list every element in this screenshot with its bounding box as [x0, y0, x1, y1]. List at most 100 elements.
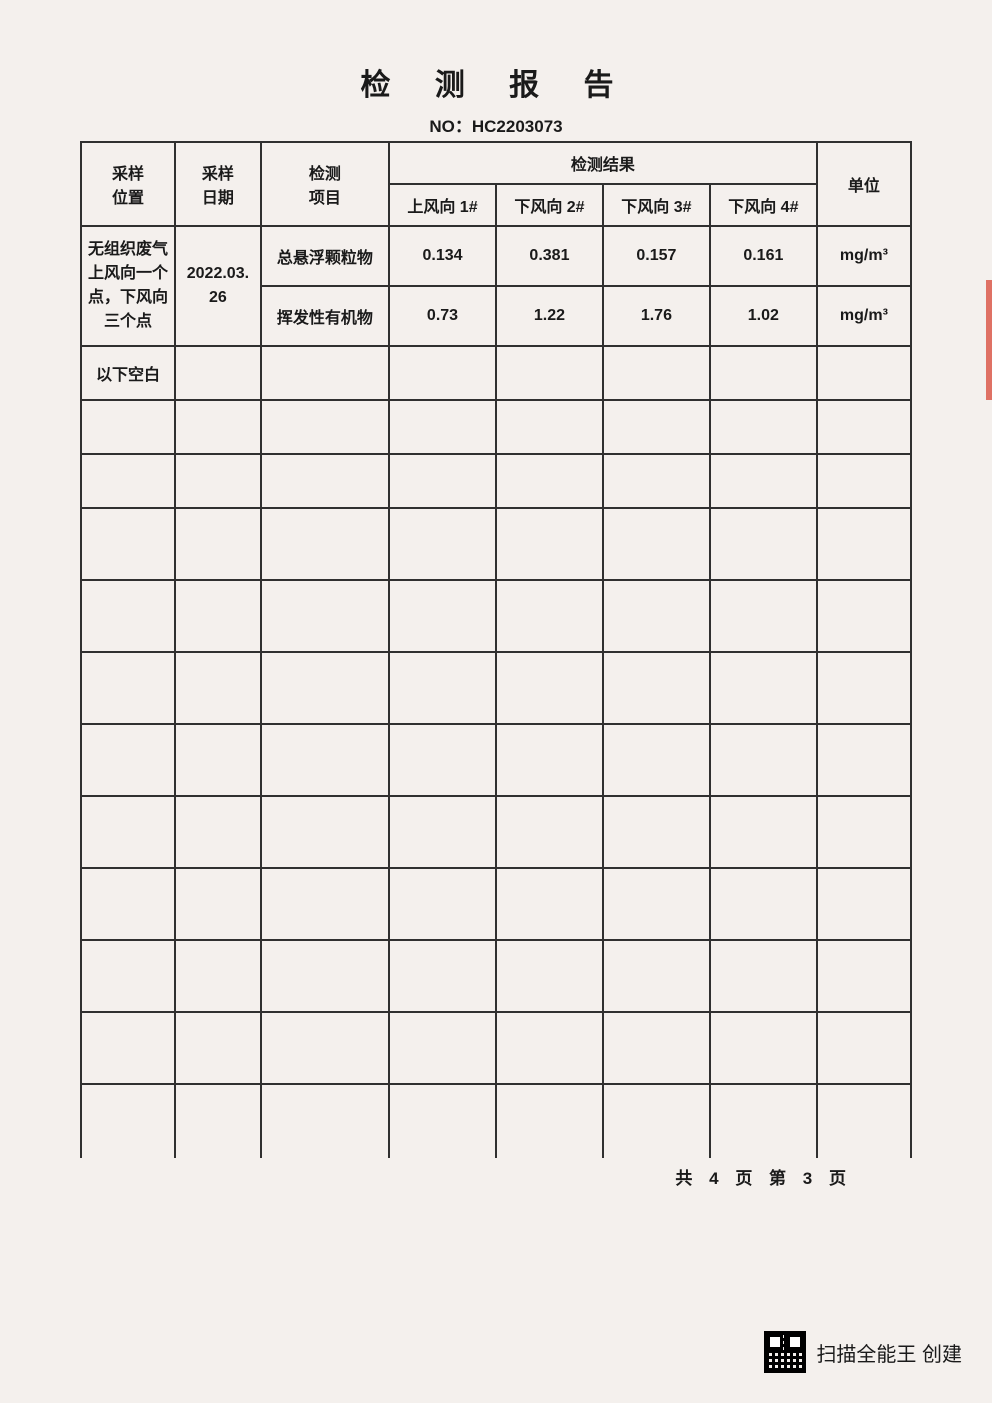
blank-cell	[389, 940, 496, 1012]
blank-cell	[496, 940, 603, 1012]
cell-val-0-1: 0.381	[496, 226, 603, 286]
blank-cell	[389, 1084, 496, 1158]
blank-cell	[710, 1012, 817, 1084]
blank-cell	[603, 454, 710, 508]
blank-cell	[175, 508, 261, 580]
blank-cell	[81, 940, 175, 1012]
blank-cell	[710, 346, 817, 400]
blank-cell	[175, 1084, 261, 1158]
blank-cell	[175, 940, 261, 1012]
blank-cell	[496, 400, 603, 454]
cell-val-1-0: 0.73	[389, 286, 496, 346]
blank-cell	[389, 400, 496, 454]
scan-app-footer: 扫描全能王 创建	[764, 1331, 962, 1373]
blank-cell	[175, 652, 261, 724]
blank-cell	[175, 346, 261, 400]
blank-cell	[261, 652, 389, 724]
blank-cell	[496, 454, 603, 508]
cell-val-1-1: 1.22	[496, 286, 603, 346]
blank-cell	[603, 400, 710, 454]
report-no-value: HC2203073	[472, 117, 563, 136]
cell-val-0-2: 0.157	[603, 226, 710, 286]
header-result-col-2: 下风向 3#	[603, 184, 710, 226]
blank-cell	[389, 652, 496, 724]
blank-cell	[81, 724, 175, 796]
blank-cell	[817, 580, 911, 652]
blank-cell	[496, 724, 603, 796]
blank-cell	[389, 580, 496, 652]
blank-cell	[81, 652, 175, 724]
blank-cell	[817, 346, 911, 400]
blank-cell	[175, 796, 261, 868]
blank-cell	[81, 1084, 175, 1158]
cell-val-1-2: 1.76	[603, 286, 710, 346]
blank-cell	[817, 1084, 911, 1158]
blank-cell	[496, 508, 603, 580]
blank-cell	[496, 652, 603, 724]
blank-cell	[603, 724, 710, 796]
blank-cell	[817, 940, 911, 1012]
header-result-col-1: 下风向 2#	[496, 184, 603, 226]
blank-cell	[261, 508, 389, 580]
blank-cell	[261, 346, 389, 400]
cell-date: 2022.03.26	[175, 226, 261, 346]
blank-cell	[496, 1084, 603, 1158]
blank-cell	[496, 796, 603, 868]
blank-cell	[710, 940, 817, 1012]
blank-cell	[603, 1084, 710, 1158]
header-test-item: 检测项目	[261, 142, 389, 226]
pager-current: 3	[803, 1169, 818, 1188]
blank-cell	[389, 724, 496, 796]
blank-cell	[817, 796, 911, 868]
cell-unit-0: mg/m³	[817, 226, 911, 286]
blank-cell	[261, 1012, 389, 1084]
header-sampling-date: 采样日期	[175, 142, 261, 226]
blank-cell	[389, 346, 496, 400]
blank-cell	[817, 400, 911, 454]
blank-cell	[603, 580, 710, 652]
blank-cell	[496, 1012, 603, 1084]
blank-cell	[261, 580, 389, 652]
blank-cell	[81, 400, 175, 454]
pager-total: 4	[709, 1169, 724, 1188]
blank-cell	[261, 724, 389, 796]
blank-cell	[817, 868, 911, 940]
cell-item-1: 挥发性有机物	[261, 286, 389, 346]
cell-val-0-3: 0.161	[710, 226, 817, 286]
cell-val-0-0: 0.134	[389, 226, 496, 286]
cell-item-0: 总悬浮颗粒物	[261, 226, 389, 286]
blank-cell	[175, 580, 261, 652]
blank-cell	[496, 580, 603, 652]
blank-cell	[603, 868, 710, 940]
cell-val-1-3: 1.02	[710, 286, 817, 346]
blank-cell	[603, 796, 710, 868]
blank-cell	[710, 796, 817, 868]
blank-cell	[81, 868, 175, 940]
qr-code-icon	[764, 1331, 806, 1373]
header-result-col-3: 下风向 4#	[710, 184, 817, 226]
blank-cell	[261, 940, 389, 1012]
report-title: 检 测 报 告	[80, 60, 912, 104]
blank-cell	[175, 868, 261, 940]
pager-total-label: 共	[675, 1169, 698, 1188]
blank-cell	[603, 1012, 710, 1084]
cell-unit-1: mg/m³	[817, 286, 911, 346]
header-result-col-0: 上风向 1#	[389, 184, 496, 226]
blank-cell	[603, 346, 710, 400]
cell-location: 无组织废气上风向一个点，下风向三个点	[81, 226, 175, 346]
blank-cell	[389, 1012, 496, 1084]
blank-cell	[603, 652, 710, 724]
pager-end-label: 页	[829, 1169, 852, 1188]
blank-cell	[817, 1012, 911, 1084]
blank-cell	[710, 868, 817, 940]
blank-cell	[817, 508, 911, 580]
pager-mid-label: 页 第	[735, 1169, 792, 1188]
blank-cell	[817, 724, 911, 796]
blank-cell	[175, 724, 261, 796]
report-number: NO：HC2203073	[80, 112, 912, 137]
test-report-table: 采样位置 采样日期 检测项目 检测结果 单位 上风向 1# 下风向 2# 下风向…	[80, 141, 912, 1158]
blank-cell	[261, 454, 389, 508]
blank-cell	[710, 454, 817, 508]
blank-cell	[81, 580, 175, 652]
blank-cell	[710, 508, 817, 580]
